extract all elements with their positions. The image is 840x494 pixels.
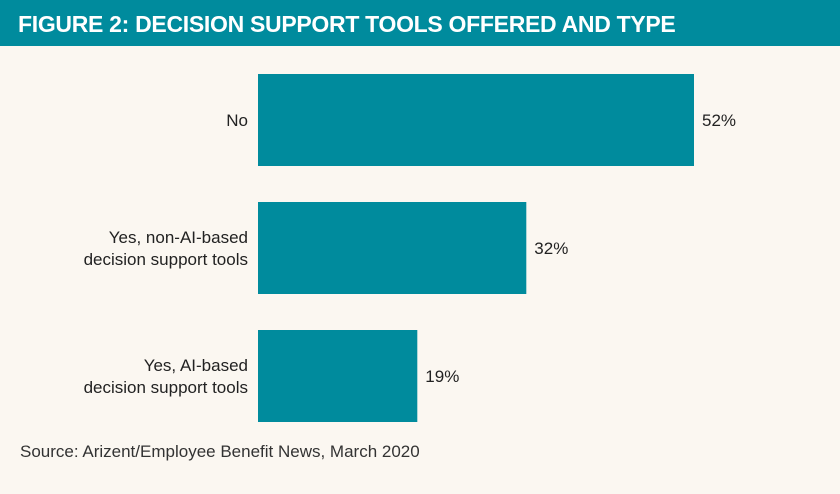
category-label-line: decision support tools [84, 378, 248, 397]
category-label-0: No [226, 111, 248, 130]
title-bar: FIGURE 2: DECISION SUPPORT TOOLS OFFERED… [0, 0, 840, 46]
chart-title: FIGURE 2: DECISION SUPPORT TOOLS OFFERED… [18, 11, 676, 37]
bar-0 [258, 74, 694, 166]
bar-2 [258, 330, 418, 422]
category-label-line: Yes, AI-based [144, 356, 248, 375]
category-label-line: No [226, 111, 248, 130]
value-label-1: 32% [534, 239, 568, 258]
value-label-2: 19% [425, 367, 459, 386]
category-label-line: decision support tools [84, 250, 248, 269]
source-note: Source: Arizent/Employee Benefit News, M… [20, 442, 420, 461]
category-label-1: Yes, non-AI-based decision support tools [84, 228, 248, 269]
category-label-line: Yes, non-AI-based [109, 228, 248, 247]
value-label-0: 52% [702, 111, 736, 130]
category-label-2: Yes, AI-based decision support tools [84, 356, 248, 397]
bar-1 [258, 202, 527, 294]
